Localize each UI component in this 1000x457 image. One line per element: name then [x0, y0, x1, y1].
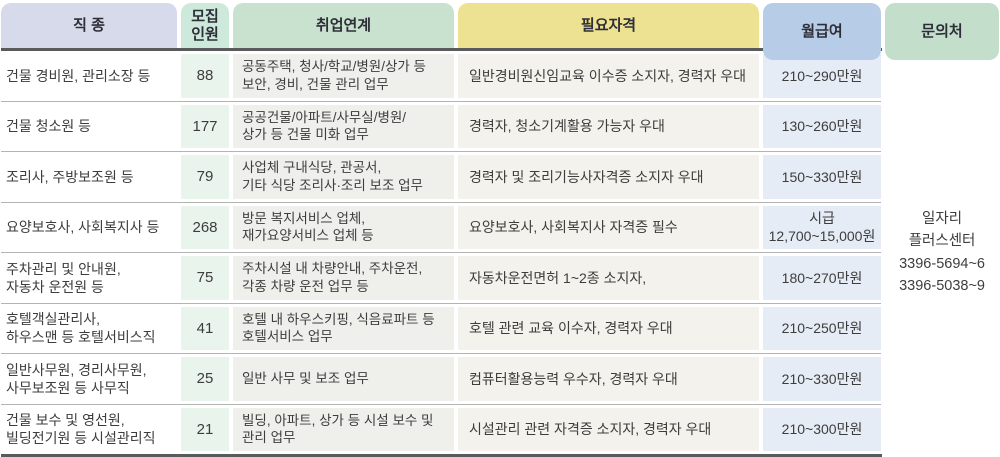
cell-recruit-count: 88 — [181, 54, 229, 98]
header-required-qualification: 필요자격 — [458, 3, 759, 48]
cell-job-type: 건물 보수 및 영선원, 빌딩전기원 등 시설관리직 — [6, 412, 156, 447]
cell-monthly-salary: 210~290만원 — [763, 54, 881, 98]
cell-required-qualification: 시설관리 관련 자격증 소지자, 경력자 우대 — [458, 407, 759, 451]
table-header: 직 종 모집 인원 취업연계 필요자격 월급여 문의처 — [1, 3, 999, 60]
table-row: 건물 경비원, 관리소장 등 88 공동주택, 청사/학교/병원/상가 등 보안… — [1, 51, 882, 102]
cell-job-type: 조리사, 주방보조원 등 — [6, 168, 134, 185]
table-row: 일반사무원, 경리사무원, 사무보조원 등 사무직 25 일반 사무 및 보조 … — [1, 354, 882, 405]
cell-required-qualification: 컴퓨터활용능력 우수자, 경력자 우대 — [458, 357, 759, 401]
cell-monthly-salary: 180~270만원 — [763, 256, 881, 300]
bottom-divider — [1, 454, 882, 457]
cell-employment-link: 빌딩, 아파트, 상가 등 시설 보수 및 관리 업무 — [233, 407, 454, 451]
cell-employment-link: 일반 사무 및 보조 업무 — [233, 357, 454, 401]
cell-required-qualification: 호텔 관련 교육 이수자, 경력자 우대 — [458, 306, 759, 350]
cell-monthly-salary: 150~330만원 — [763, 155, 881, 199]
cell-monthly-salary: 130~260만원 — [763, 104, 881, 148]
header-monthly-salary: 월급여 — [763, 3, 881, 60]
header-recruit-count: 모집 인원 — [181, 3, 229, 48]
header-job-type: 직 종 — [1, 3, 177, 48]
cell-required-qualification: 자동차운전면허 1~2종 소지자, — [458, 256, 759, 300]
cell-recruit-count: 268 — [181, 205, 229, 249]
table-body-rows: 건물 경비원, 관리소장 등 88 공동주택, 청사/학교/병원/상가 등 보안… — [1, 51, 882, 455]
cell-employment-link: 사업체 구내식당, 관공서, 기타 식당 조리사·조리 보조 업무 — [233, 155, 454, 199]
cell-employment-link: 주차시설 내 차량안내, 주차운전, 각종 차량 운전 업무 등 — [233, 256, 454, 300]
cell-recruit-count: 177 — [181, 104, 229, 148]
cell-recruit-count: 41 — [181, 306, 229, 350]
header-employment-link: 취업연계 — [233, 3, 454, 48]
contact-info: 일자리 플러스센터 3396-5694~6 3396-5038~9 — [899, 210, 985, 294]
cell-employment-link: 호텔 내 하우스키핑, 식음료파트 등 호텔서비스 업무 — [233, 306, 454, 350]
header-divider — [1, 48, 882, 51]
cell-job-type: 주차관리 및 안내원, 자동차 운전원 등 — [6, 260, 121, 295]
cell-employment-link: 공동주택, 청사/학교/병원/상가 등 보안, 경비, 건물 관리 업무 — [233, 54, 454, 98]
cell-job-type: 요양보호사, 사회복지사 등 — [6, 219, 160, 236]
cell-employment-link: 공공건물/아파트/사무실/병원/ 상가 등 건물 미화 업무 — [233, 104, 454, 148]
cell-required-qualification: 일반경비원신임교육 이수증 소지자, 경력자 우대 — [458, 54, 759, 98]
cell-job-type: 호텔객실관리사, 하우스맨 등 호텔서비스직 — [6, 311, 156, 346]
cell-required-qualification: 요양보호사, 사회복지사 자격증 필수 — [458, 205, 759, 249]
cell-recruit-count: 79 — [181, 155, 229, 199]
cell-job-type: 건물 청소원 등 — [6, 118, 92, 135]
cell-monthly-salary: 210~300만원 — [763, 407, 881, 451]
table-row: 건물 보수 및 영선원, 빌딩전기원 등 시설관리직 21 빌딩, 아파트, 상… — [1, 405, 881, 455]
cell-job-type: 일반사무원, 경리사무원, 사무보조원 등 사무직 — [6, 361, 147, 396]
header-contact: 문의처 — [885, 3, 999, 60]
cell-required-qualification: 경력자, 청소기계활용 가능자 우대 — [458, 104, 759, 148]
cell-job-type: 건물 경비원, 관리소장 등 — [6, 67, 151, 84]
table-row: 주차관리 및 안내원, 자동차 운전원 등 75 주차시설 내 차량안내, 주차… — [1, 253, 882, 304]
table-row: 조리사, 주방보조원 등 79 사업체 구내식당, 관공서, 기타 식당 조리사… — [1, 152, 882, 203]
table-row: 요양보호사, 사회복지사 등 268 방문 복지서비스 업체, 재가요양서비스 … — [1, 203, 882, 253]
table-row: 호텔객실관리사, 하우스맨 등 호텔서비스직 41 호텔 내 하우스키핑, 식음… — [1, 304, 882, 354]
cell-recruit-count: 75 — [181, 256, 229, 300]
cell-required-qualification: 경력자 및 조리기능사자격증 소지자 우대 — [458, 155, 759, 199]
cell-recruit-count: 21 — [181, 407, 229, 451]
cell-employment-link: 방문 복지서비스 업체, 재가요양서비스 업체 등 — [233, 205, 454, 249]
cell-monthly-salary: 시급 12,700~15,000원 — [763, 205, 881, 249]
cell-monthly-salary: 210~330만원 — [763, 357, 881, 401]
table-row: 건물 청소원 등 177 공공건물/아파트/사무실/병원/ 상가 등 건물 미화… — [1, 102, 882, 152]
cell-recruit-count: 25 — [181, 357, 229, 401]
cell-monthly-salary: 210~250만원 — [763, 306, 881, 350]
table-body: 건물 경비원, 관리소장 등 88 공동주택, 청사/학교/병원/상가 등 보안… — [1, 51, 999, 454]
